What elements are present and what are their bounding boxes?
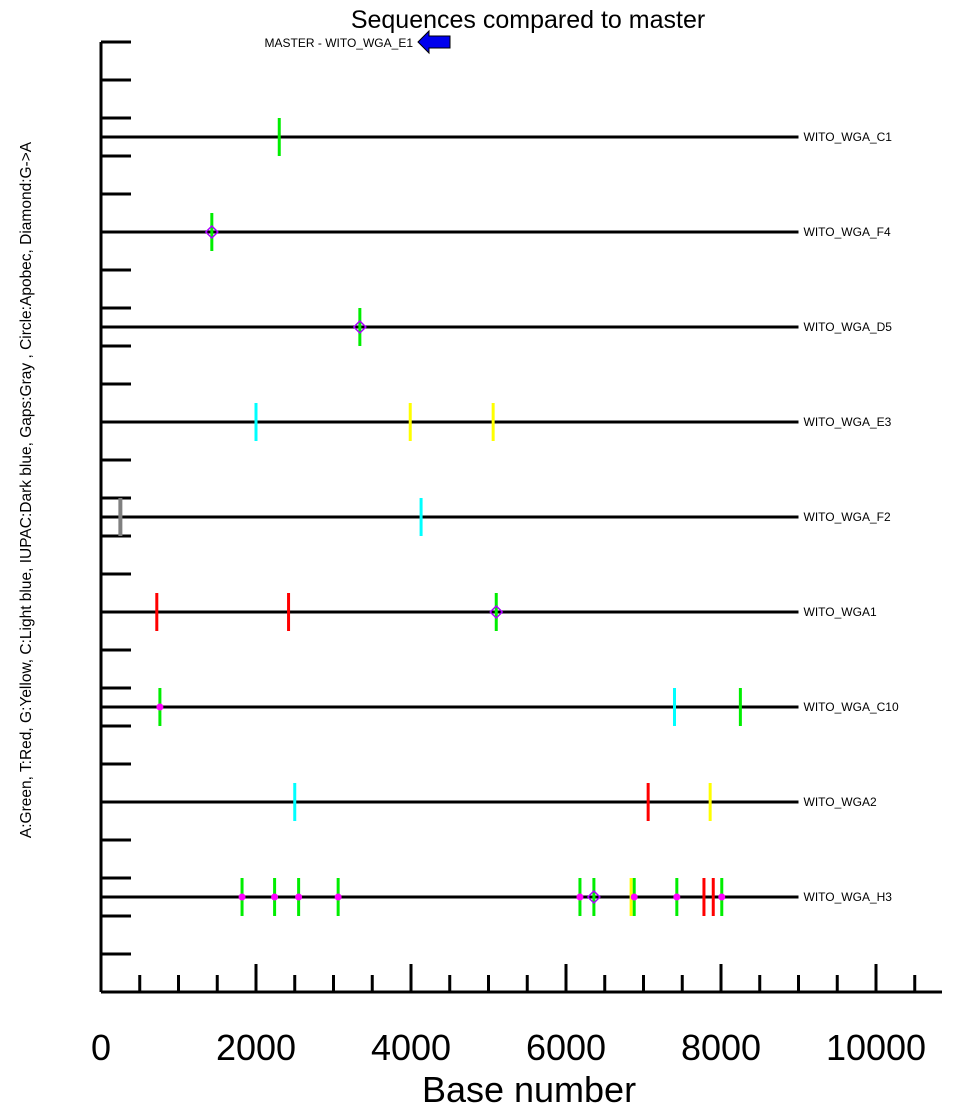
x-tick-label: 8000 xyxy=(681,1027,761,1068)
mutation-marks xyxy=(118,118,742,916)
x-tick-label: 0 xyxy=(91,1027,111,1068)
sequence-label: WITO_WGA1 xyxy=(804,605,877,619)
apobec-circle-marker xyxy=(630,893,638,901)
sequence-label: WITO_WGA_F2 xyxy=(804,510,891,524)
master-arrow-icon xyxy=(417,29,451,55)
apobec-circle-marker xyxy=(156,703,164,711)
y-ticks xyxy=(101,40,131,956)
x-axis-label: Base number xyxy=(422,1069,636,1110)
x-ticks: 0 2000 4000 6000 8000 10000 xyxy=(91,964,926,1068)
sequence-label: WITO_WGA_D5 xyxy=(804,320,893,334)
sequence-label: WITO_WGA_H3 xyxy=(804,890,893,904)
sequence-label: WITO_WGA_C1 xyxy=(804,130,893,144)
apobec-circle-marker xyxy=(271,893,279,901)
sequence-label: WITO_WGA_F4 xyxy=(804,225,891,239)
sequence-label: WITO_WGA_C10 xyxy=(804,700,899,714)
x-tick-label: 10000 xyxy=(826,1027,926,1068)
chart-title: Sequences compared to master xyxy=(351,6,705,34)
x-tick-label: 6000 xyxy=(526,1027,606,1068)
apobec-circle-marker xyxy=(673,893,681,901)
g-to-a-diamond-marker xyxy=(586,889,601,905)
apobec-circle-marker xyxy=(718,893,726,901)
apobec-circle-marker xyxy=(295,893,303,901)
sequence-label: WITO_WGA2 xyxy=(804,795,877,809)
g-to-a-diamond-marker xyxy=(489,604,504,620)
apobec-circle-marker xyxy=(238,893,246,901)
master-marker: MASTER - WITO_WGA_E1 xyxy=(265,29,451,55)
sequence-label: WITO_WGA_E3 xyxy=(804,415,892,429)
g-to-a-diamond-marker xyxy=(204,224,219,240)
apobec-circle-marker xyxy=(576,893,584,901)
g-to-a-diamond-marker xyxy=(352,319,367,335)
sequence-lines: WITO_WGA_C1 WITO_WGA_F4 WITO_WGA_D5 WITO_WG… xyxy=(101,130,899,904)
master-label: MASTER - WITO_WGA_E1 xyxy=(265,36,414,50)
apobec-circle-marker xyxy=(334,893,342,901)
x-tick-label: 2000 xyxy=(216,1027,296,1068)
y-axis-label: A:Green, T:Red, G:Yellow, C:Light blue, … xyxy=(18,141,35,838)
x-tick-label: 4000 xyxy=(371,1027,451,1068)
